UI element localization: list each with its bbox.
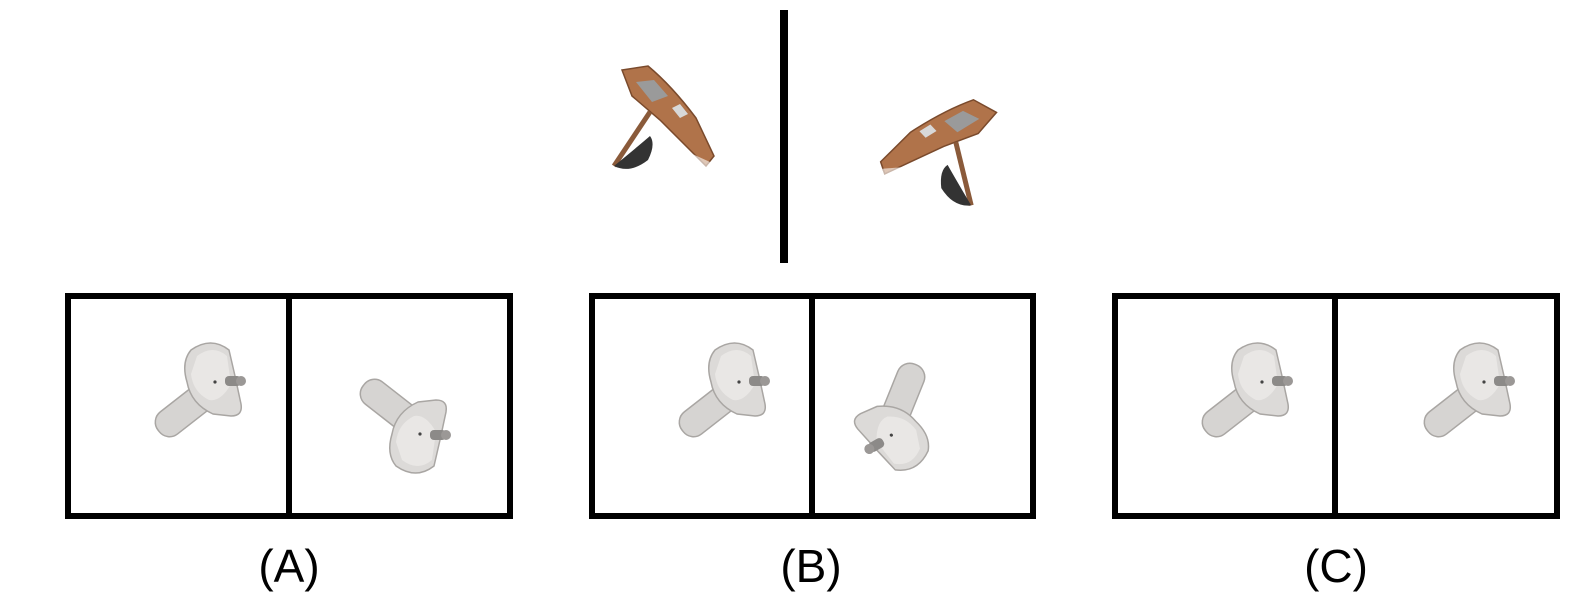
option-b-label: (B): [780, 540, 842, 592]
reference-right-image: [876, 77, 1005, 208]
option-c-label: (C): [1304, 540, 1368, 592]
option-a-panel[interactable]: [65, 293, 513, 519]
reference-left-image: [614, 66, 714, 169]
option-c-panel[interactable]: [1112, 293, 1560, 519]
option-a-label: (A): [258, 540, 320, 592]
option-b-panel[interactable]: [589, 293, 1036, 519]
reference-divider: [780, 10, 788, 263]
